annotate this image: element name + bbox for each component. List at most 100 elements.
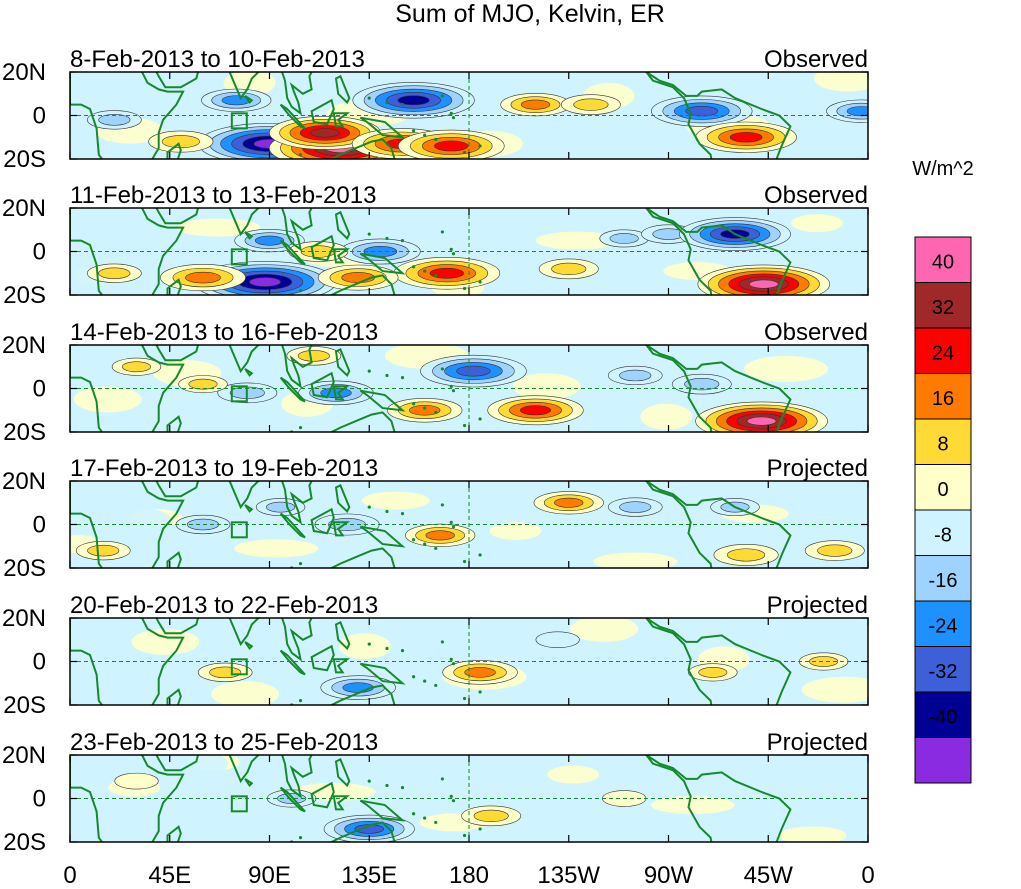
panel-status: Projected (767, 455, 868, 482)
anomaly-mark (197, 662, 253, 682)
background-blob (483, 251, 552, 278)
lon-tick-label: 135E (341, 862, 397, 889)
anomaly-mark (487, 395, 584, 426)
lat-tick-label: 20S (3, 419, 46, 446)
colorbar-tick-label: -40 (929, 707, 958, 729)
lon-tick-label: 90W (644, 862, 694, 889)
colorbar-swatch (914, 464, 972, 511)
background-blob (819, 414, 868, 432)
background-blob (70, 145, 96, 159)
panel-status: Observed (764, 46, 868, 73)
colorbar-swatch (914, 555, 972, 602)
coastlines (70, 208, 792, 295)
lon-tick-label: 180 (449, 862, 489, 889)
background-blob (367, 755, 420, 782)
colorbar-tick-label: 8 (937, 434, 948, 456)
background-blob (762, 93, 815, 112)
coastlines (70, 481, 792, 568)
panel-period: 20-Feb-2013 to 22-Feb-2013 (70, 592, 378, 619)
anomaly-mark (201, 88, 272, 112)
lat-tick-label: 20S (3, 829, 46, 856)
panel-4: 20N 0 20S 17-Feb-2013 to 19-Feb-2013 Project… (2, 455, 869, 582)
anomaly-mark (798, 652, 849, 671)
colorbar-swatch (914, 646, 972, 693)
lat-tick-label: 0 (33, 512, 46, 539)
colorbar-swatch (914, 282, 972, 329)
background-blob (338, 633, 391, 660)
background-blob (518, 643, 571, 662)
background-blob (79, 656, 132, 675)
colorbar-swatch (914, 236, 972, 283)
colorbar-tick-label: -32 (929, 661, 958, 683)
panel-status: Projected (767, 729, 868, 756)
lat-tick-label: 0 (33, 786, 46, 813)
anomaly-mark (234, 229, 305, 253)
colorbar-tick-label: 0 (937, 479, 948, 501)
colorbar-swatch (914, 509, 972, 556)
panel-period: 11-Feb-2013 to 13-Feb-2013 (70, 182, 376, 209)
background-blob (73, 386, 142, 413)
anomaly-mark (420, 354, 527, 388)
anomaly-mark (695, 121, 797, 153)
background-blob (239, 802, 308, 829)
anomaly-mark (87, 263, 142, 283)
colorbar-swatch (914, 373, 972, 420)
anomaly-mark (713, 544, 779, 566)
panel-3: 20N 0 20S 14-Feb-2013 to 16-Feb-2013 Observe… (2, 319, 869, 446)
lat-tick-label: 20S (3, 555, 46, 582)
panel-period: 23-Feb-2013 to 25-Feb-2013 (70, 729, 378, 756)
coastlines (70, 345, 792, 432)
anomaly-mark (671, 373, 732, 395)
colorbar-tick-label: -16 (929, 570, 958, 592)
background-blob (599, 815, 668, 842)
background-blob (512, 373, 581, 400)
index-box (230, 521, 248, 539)
anomaly-mark (148, 130, 214, 153)
lon-tick-label: 45W (744, 862, 794, 889)
background-blob (801, 676, 868, 703)
background-blob (726, 768, 779, 795)
index-box (230, 795, 248, 813)
background-blob (640, 403, 693, 430)
panel-period: 8-Feb-2013 to 10-Feb-2013 (70, 46, 365, 73)
anomaly-mark (352, 82, 475, 119)
index-box (230, 385, 248, 403)
background-blob (778, 826, 847, 842)
colorbar-swatch (914, 691, 972, 738)
panel-5: 20N 0 20S 20-Feb-2013 to 22-Feb-2013 Project… (2, 592, 869, 719)
colorbar-tick-label: -8 (934, 525, 952, 547)
background-blob (772, 481, 857, 503)
anomaly-mark (651, 95, 753, 127)
anomaly-mark (286, 346, 342, 366)
chart-title: Sum of MJO, Kelvin, ER (395, 0, 665, 28)
background-blob (535, 231, 620, 250)
colorbar-tick-label: 32 (932, 297, 954, 319)
colorbar-tick-label: 40 (932, 252, 954, 274)
lat-tick-label: 0 (33, 239, 46, 266)
background-blob (669, 524, 722, 551)
background-blob (622, 674, 707, 693)
anomaly-mark (160, 264, 246, 292)
panel-1: 20N 0 20S 8-Feb-2013 to 10-Feb-2013 Observed (2, 46, 869, 173)
lat-tick-label: 20N (2, 59, 46, 86)
anomaly-mark (75, 540, 131, 561)
background-blob (547, 765, 600, 784)
background-blob (593, 552, 678, 568)
anomaly-mark (561, 94, 621, 115)
lon-tick-label: 90E (248, 862, 291, 889)
background-blob (205, 418, 290, 432)
anomaly-mark (607, 365, 663, 386)
anomaly-mark (538, 258, 599, 280)
colorbar-tick-label: 16 (932, 388, 954, 410)
background-blob (634, 141, 703, 159)
background-blob (102, 507, 171, 534)
lon-tick-label: 135W (537, 862, 600, 889)
lat-tick-label: 20S (3, 282, 46, 309)
anomaly-mark (114, 772, 159, 790)
anomaly-mark (804, 540, 865, 561)
anomaly-mark (178, 375, 228, 394)
lat-tick-label: 20N (2, 332, 46, 359)
coastlines (70, 72, 792, 159)
background-blob (234, 539, 319, 558)
